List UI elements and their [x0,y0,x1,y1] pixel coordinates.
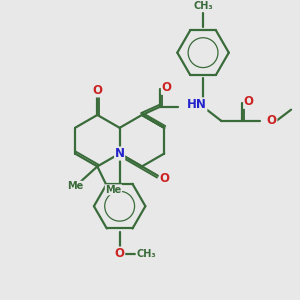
Text: O: O [244,95,254,108]
Text: O: O [92,84,102,97]
Text: CH₃: CH₃ [193,2,213,11]
Text: Me: Me [105,185,122,195]
Text: O: O [160,172,170,184]
Text: Me: Me [67,181,83,191]
Text: O: O [115,247,124,260]
Text: O: O [267,114,277,127]
Text: N: N [115,147,124,160]
Text: HN: HN [187,98,207,111]
Text: CH₃: CH₃ [136,249,156,259]
Text: O: O [161,81,172,94]
